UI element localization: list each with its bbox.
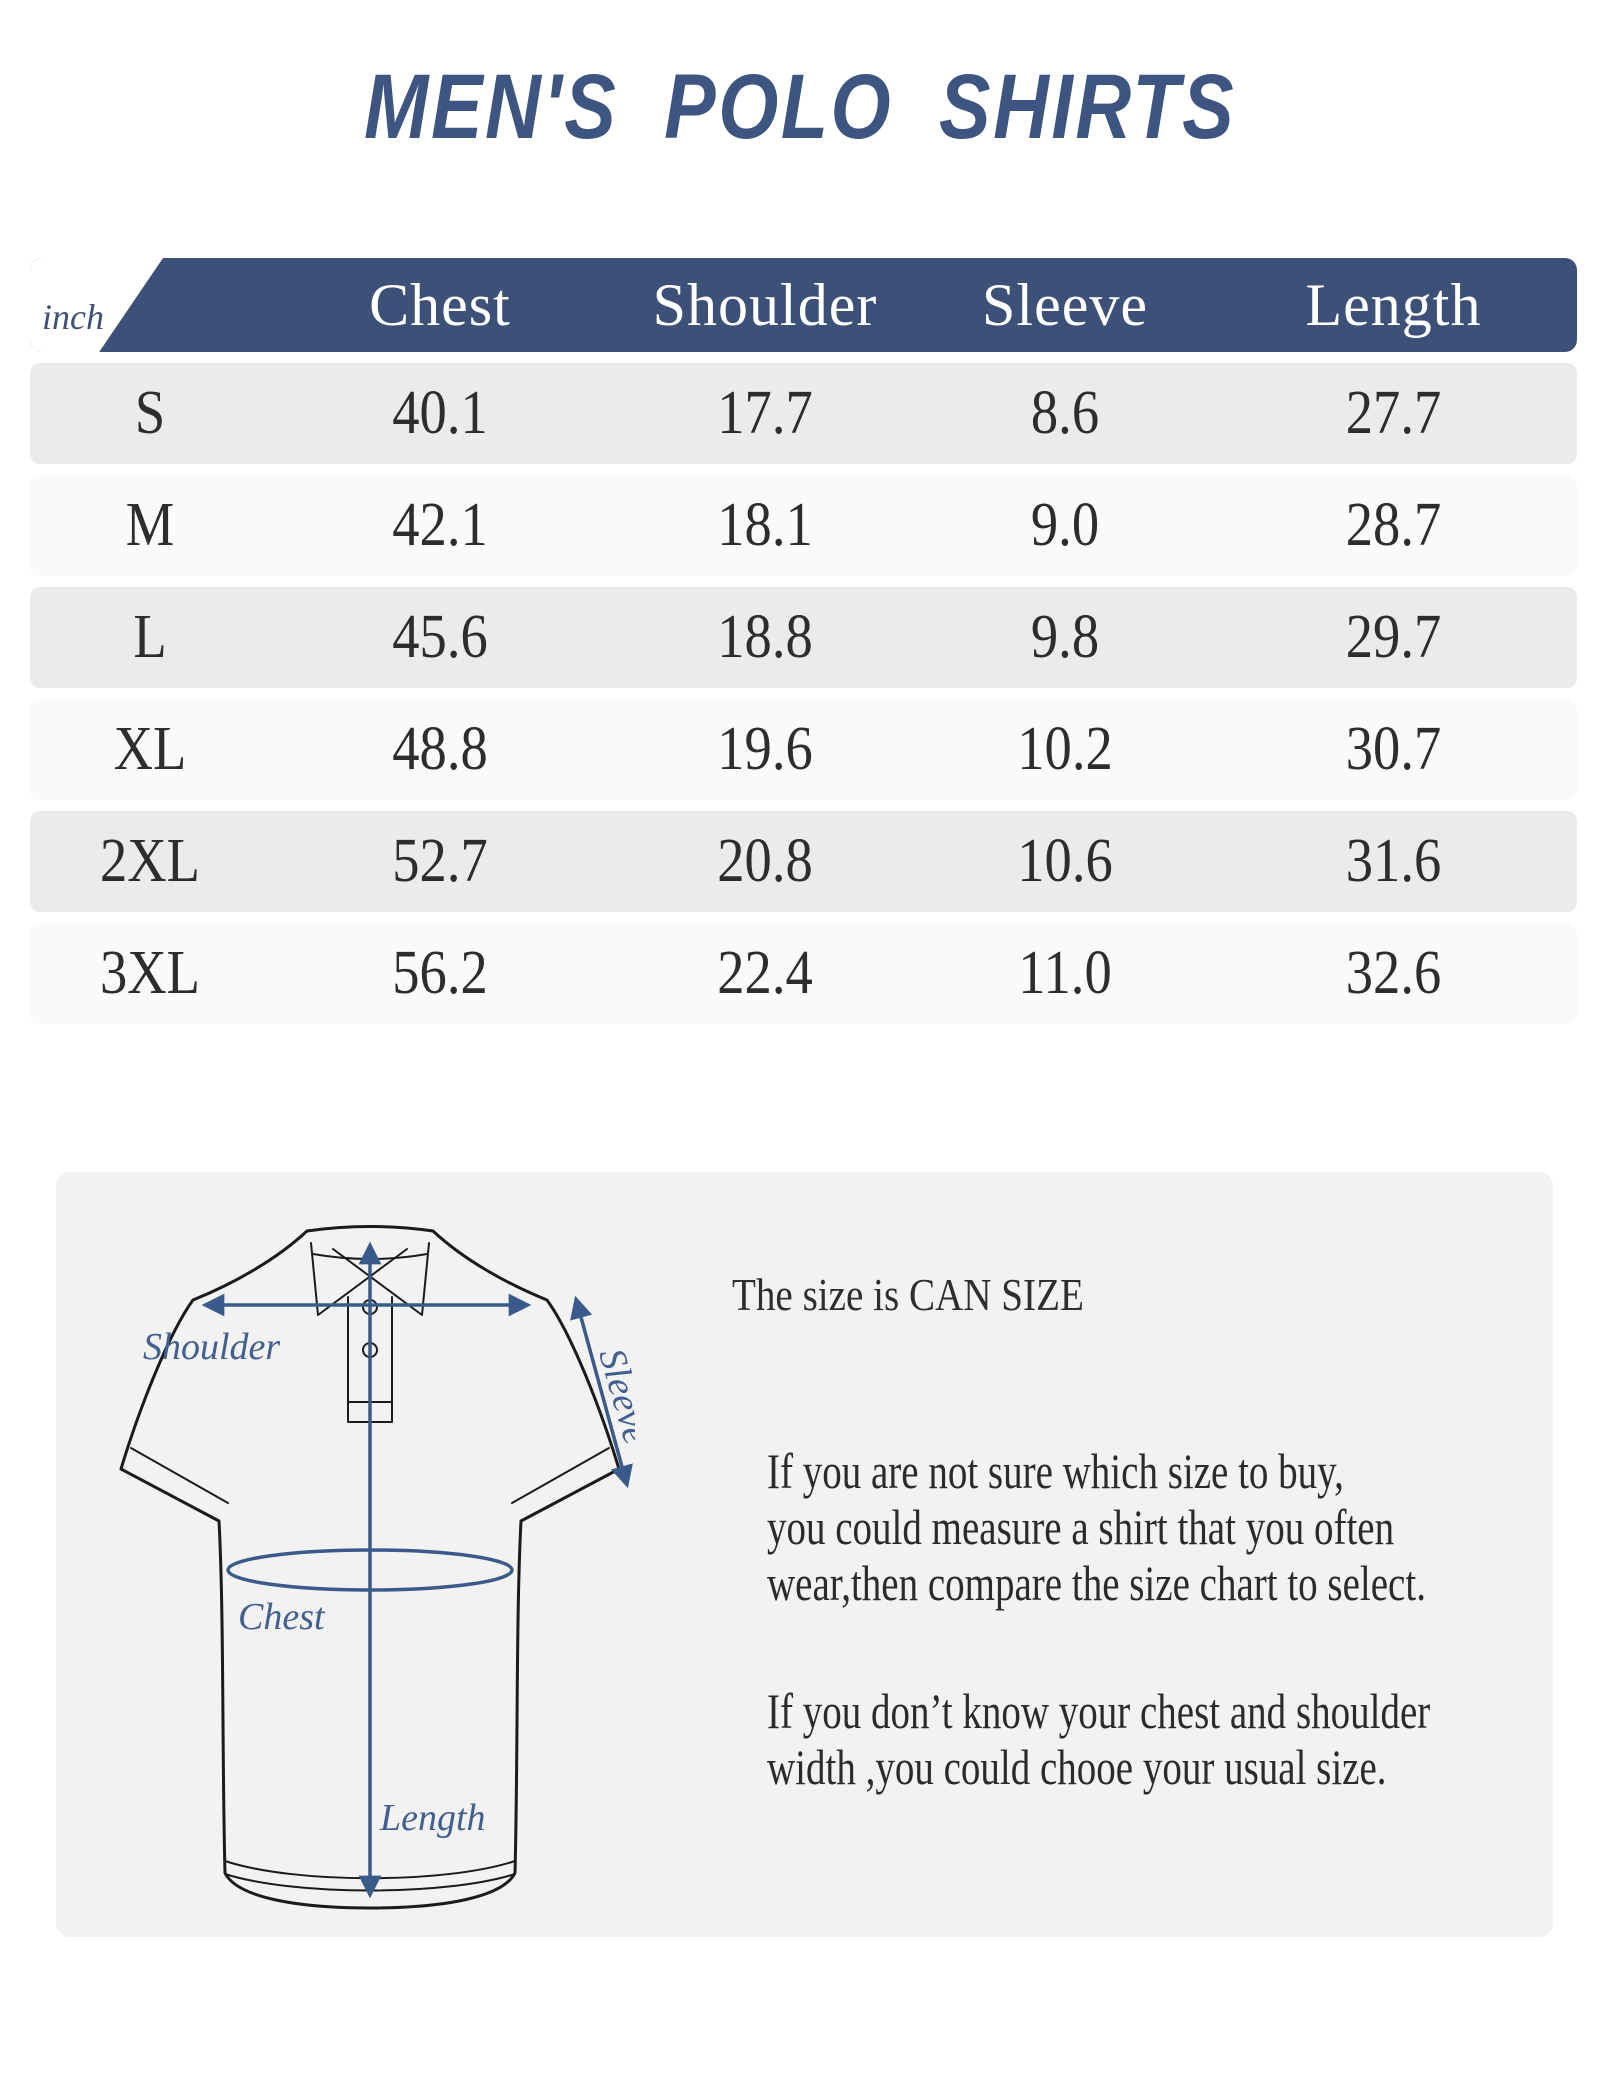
table-row: 3XL 56.2 22.4 11.0 32.6 (30, 923, 1577, 1024)
cell-shoulder: 19.6 (717, 715, 813, 783)
cell-length: 27.7 (1345, 379, 1442, 447)
header-shoulder: Shoulder (652, 272, 878, 338)
sleeve-arrow (570, 1295, 633, 1489)
note-line: width ,you could chooe your usual size. (767, 1739, 1387, 1795)
header-length: Length (1305, 272, 1482, 338)
cell-sleeve: 9.0 (1030, 491, 1100, 559)
cell-shoulder: 18.1 (717, 491, 813, 559)
size-note-heading: The size is CAN SIZE (732, 1269, 1084, 1320)
size-chart-table: inch Chest Shoulder Sleeve Length S 40.1… (30, 258, 1577, 1024)
sleeve-label: Sleeve (590, 1344, 635, 1449)
table-row: 2XL 52.7 20.8 10.6 31.6 (30, 811, 1577, 912)
cell-chest: 52.7 (392, 827, 488, 895)
cell-size: XL (113, 715, 187, 783)
cell-sleeve: 11.0 (1018, 939, 1112, 1007)
left-cuff-line (130, 1447, 229, 1504)
cell-chest: 48.8 (392, 715, 488, 783)
note-line: If you don’t know your chest and shoulde… (767, 1683, 1431, 1739)
cell-size: M (125, 491, 175, 559)
header-chest: Chest (369, 272, 511, 338)
polo-shirt-diagram: Shoulder Sleeve Chest Length (119, 1225, 635, 1910)
right-cuff-line (511, 1447, 610, 1504)
shirt-outline (119, 1225, 621, 1910)
table-header-row: inch Chest Shoulder Sleeve Length (30, 258, 1577, 352)
page-title: MEN'S POLO SHIRTS (363, 56, 1237, 158)
cell-length: 31.6 (1345, 827, 1442, 895)
cell-shoulder: 18.8 (717, 603, 813, 671)
cell-shoulder: 22.4 (717, 939, 813, 1007)
table-row: L 45.6 18.8 9.8 29.7 (30, 587, 1577, 688)
cell-length: 30.7 (1345, 715, 1442, 783)
cell-length: 29.7 (1345, 603, 1442, 671)
cell-chest: 42.1 (392, 491, 488, 559)
cell-length: 32.6 (1345, 939, 1442, 1007)
cell-size: 2XL (99, 827, 201, 895)
cell-chest: 56.2 (392, 939, 488, 1007)
size-note-paragraph-1: If you are not sure which size to buy, y… (767, 1443, 1600, 1611)
cell-shoulder: 20.8 (717, 827, 813, 895)
table-row: S 40.1 17.7 8.6 27.7 (30, 363, 1577, 464)
chest-ellipse (226, 1548, 514, 1592)
measurement-guide-panel: Shoulder Sleeve Chest Length The size is… (56, 1172, 1553, 1937)
size-note-paragraph-2: If you don’t know your chest and shoulde… (767, 1683, 1600, 1795)
cell-sleeve: 8.6 (1030, 379, 1100, 447)
cell-chest: 45.6 (392, 603, 488, 671)
cell-sleeve: 10.2 (1017, 715, 1113, 783)
cell-sleeve: 9.8 (1030, 603, 1100, 671)
table-row: M 42.1 18.1 9.0 28.7 (30, 475, 1577, 576)
header-sleeve: Sleeve (982, 272, 1148, 338)
unit-label: inch (42, 297, 104, 337)
cell-sleeve: 10.6 (1017, 827, 1113, 895)
shoulder-label: Shoulder (143, 1326, 280, 1368)
page-title-row: MEN'S POLO SHIRTS (0, 52, 1600, 189)
note-line: you could measure a shirt that you often (767, 1499, 1395, 1555)
cell-shoulder: 17.7 (717, 379, 813, 447)
length-label: Length (379, 1797, 486, 1839)
table-row: XL 48.8 19.6 10.2 30.7 (30, 699, 1577, 800)
note-line: wear,then compare the size chart to sele… (767, 1555, 1426, 1611)
chest-label: Chest (238, 1596, 326, 1638)
cell-size: 3XL (99, 939, 201, 1007)
cell-chest: 40.1 (392, 379, 488, 447)
cell-size: S (134, 379, 166, 447)
cell-size: L (133, 603, 167, 671)
note-line: If you are not sure which size to buy, (767, 1443, 1344, 1499)
cell-length: 28.7 (1345, 491, 1442, 559)
